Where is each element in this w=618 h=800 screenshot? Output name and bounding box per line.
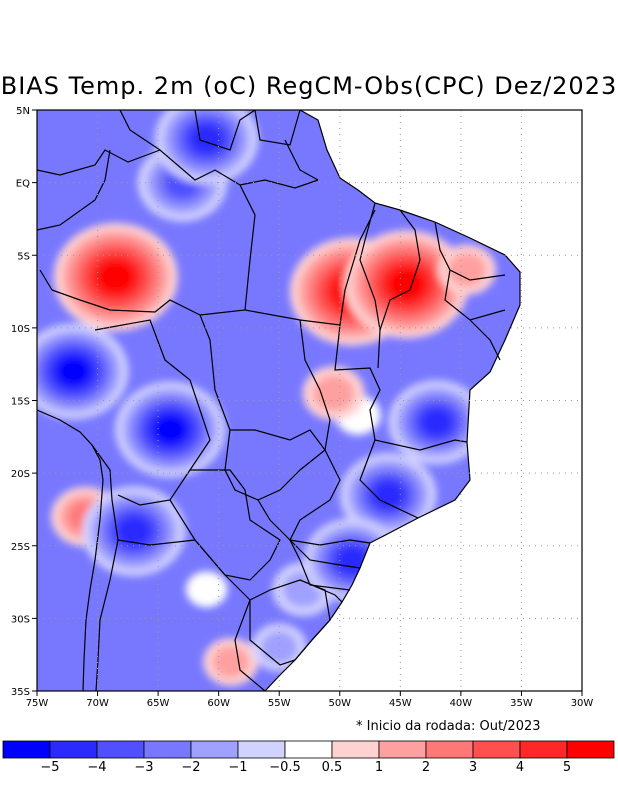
colorbar-label: −0.5 [269, 760, 301, 775]
state-para-mt [244, 209, 376, 326]
colorbar-label: 1 [375, 760, 383, 775]
colorbar-swatch [284, 740, 333, 759]
lat-tick-label: 5N [16, 106, 30, 117]
colorbar-label: 2 [422, 760, 430, 775]
andes-border [91, 444, 119, 691]
lat-tick-label: 10S [11, 324, 30, 335]
colorbar-swatch [49, 740, 98, 759]
colombia-peru-border [37, 149, 111, 291]
lat-tick-label: 15S [11, 397, 30, 408]
lon-tick-label: 45W [389, 698, 412, 709]
map-axes: 75W 70W 65W 60W 55W 50W 45W 40W 35W 30W 5N EQ 5S 10S 1… [11, 106, 593, 709]
colorbar-swatch [566, 740, 615, 759]
argentina-border [117, 539, 266, 691]
lon-tick-label: 75W [26, 698, 49, 709]
colorbar-swatch [378, 740, 427, 759]
colorbar-label: 0.5 [322, 760, 343, 775]
state-ma-pi [359, 202, 421, 369]
pacific-coastline [37, 409, 104, 691]
colorbar-label: 5 [563, 760, 571, 775]
venezuela-border [119, 110, 256, 151]
lon-tick-label: 30W [571, 698, 594, 709]
colorbar: −5 −4 −3 −2 −1 −0.5 0.5 1 2 3 4 5 [2, 740, 615, 775]
run-start-note: * Inicio da rodada: Out/2023 [356, 719, 541, 734]
bias-cell-rondonia-cold [57, 357, 90, 386]
bolivia-border [94, 319, 211, 506]
lon-tick-label: 50W [328, 698, 351, 709]
lat-tick-label: 20S [11, 469, 30, 480]
state-mt-go [257, 319, 331, 501]
lon-tick-label: 40W [450, 698, 473, 709]
brazil-west-border [51, 289, 301, 561]
colorbar-label: −2 [181, 760, 200, 775]
lat-tick-label: 5S [17, 251, 30, 262]
bias-cell-ceara-warm [447, 252, 487, 287]
political-borders [37, 110, 521, 691]
colorbar-label: −1 [228, 760, 247, 775]
bias-cell-minas-cold [372, 480, 405, 509]
lat-tick-label: EQ [16, 179, 30, 190]
colorbar-label: −3 [134, 760, 153, 775]
map-gridlines [37, 110, 582, 691]
colorbar-swatch [96, 740, 145, 759]
brazil-north-border [37, 149, 319, 189]
bias-cell-acre-hotspot [97, 261, 134, 293]
colorbar-label: 3 [469, 760, 477, 775]
colorbar-label: −5 [40, 760, 59, 775]
bias-cell-paraguay-cold [116, 516, 152, 547]
guianas-border [254, 110, 319, 181]
state-to-ba [334, 324, 381, 441]
lat-tick-label: 35S [11, 687, 30, 698]
lon-tick-label: 60W [207, 698, 230, 709]
colorbar-swatch [143, 740, 192, 759]
bias-cell-argentina-white [185, 571, 228, 608]
map-title: BIAS Temp. 2m (oC) RegCM-Obs(CPC) Dez/20… [0, 72, 618, 100]
bias-cell-bolivia-cold [154, 415, 186, 444]
state-ms-mt [230, 429, 326, 451]
state-mg-sp [289, 449, 371, 546]
state-amazonas-para [199, 184, 256, 316]
colorbar-swatch [519, 740, 568, 759]
bias-cell-maranhao-hotspot [388, 268, 425, 300]
bias-cell-goias-warm [313, 375, 355, 412]
state-ne-states [434, 221, 506, 361]
bias-cell-uruguay [260, 631, 298, 664]
colorbar-swatch [237, 740, 286, 759]
colorbar-swatch [2, 740, 51, 759]
colorbar-label: −4 [87, 760, 106, 775]
colorbar-swatch [472, 740, 521, 759]
coastline [264, 110, 521, 691]
colorbar-swatch [331, 740, 380, 759]
lon-tick-label: 55W [268, 698, 291, 709]
colorbar-swatch [190, 740, 239, 759]
colorbar-swatch [425, 740, 474, 759]
lon-tick-label: 65W [147, 698, 170, 709]
uruguay-border [249, 579, 331, 666]
state-pr-sc-rs [289, 539, 361, 603]
bias-cell-bahia-cold [420, 408, 453, 437]
lon-tick-label: 35W [510, 698, 533, 709]
lon-tick-label: 70W [86, 698, 109, 709]
colorbar-label: 4 [516, 760, 524, 775]
bias-cell-roraima [189, 124, 224, 155]
lat-tick-label: 30S [11, 614, 30, 625]
lat-tick-label: 25S [11, 542, 30, 553]
